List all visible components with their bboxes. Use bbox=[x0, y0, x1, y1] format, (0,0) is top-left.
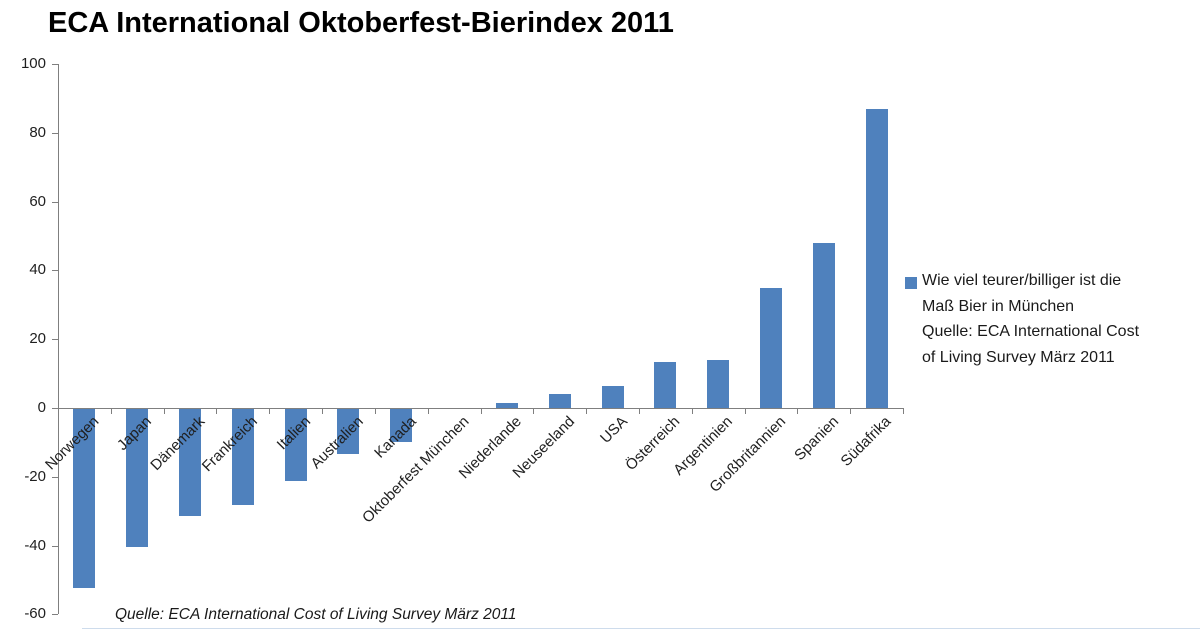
y-axis-label: -60 bbox=[24, 605, 46, 623]
bar bbox=[602, 386, 624, 408]
y-axis-label: 40 bbox=[29, 261, 46, 279]
x-axis-tick bbox=[111, 408, 112, 414]
category-label: USA bbox=[596, 413, 631, 447]
x-axis-tick bbox=[481, 408, 482, 414]
bar bbox=[390, 409, 412, 442]
y-axis-tick bbox=[52, 545, 58, 547]
bar bbox=[866, 109, 888, 408]
x-axis-tick bbox=[797, 408, 798, 414]
y-axis-tick bbox=[52, 64, 58, 65]
chart-title: ECA International Oktoberfest-Bierindex … bbox=[48, 7, 674, 39]
bar bbox=[337, 409, 359, 454]
bottom-divider bbox=[82, 628, 1200, 629]
legend-line: of Living Survey März 2011 bbox=[922, 348, 1115, 366]
y-axis-tick bbox=[52, 270, 58, 272]
x-axis-tick bbox=[692, 408, 693, 414]
x-axis-tick bbox=[586, 408, 587, 414]
x-axis-tick bbox=[903, 408, 904, 414]
y-axis-tick bbox=[52, 408, 58, 409]
bar bbox=[654, 362, 676, 408]
x-axis-tick bbox=[428, 408, 429, 414]
bar bbox=[179, 409, 201, 516]
bar bbox=[707, 360, 729, 408]
legend-line: Quelle: ECA International Cost bbox=[922, 323, 1140, 340]
y-axis-tick bbox=[52, 476, 58, 478]
y-axis-line bbox=[58, 64, 59, 615]
x-axis-tick bbox=[375, 408, 376, 414]
bar bbox=[813, 243, 835, 408]
x-axis-tick bbox=[639, 408, 640, 414]
x-axis-tick bbox=[322, 408, 323, 414]
bar bbox=[285, 409, 307, 481]
bar bbox=[496, 403, 518, 408]
y-axis-tick bbox=[52, 201, 58, 203]
y-axis-tick bbox=[52, 132, 58, 134]
y-axis-tick bbox=[52, 614, 58, 616]
source-note: Quelle: ECA International Cost of Living… bbox=[115, 606, 517, 623]
y-axis-label: 80 bbox=[29, 123, 46, 141]
legend-marker-icon bbox=[905, 277, 917, 289]
x-axis-tick bbox=[58, 408, 59, 414]
x-axis-tick bbox=[533, 408, 534, 414]
legend-line: Wie viel teurer/billiger ist die bbox=[922, 272, 1122, 289]
y-axis-label: 60 bbox=[29, 192, 46, 210]
legend-text: Wie viel teurer/billiger ist die Maß Bie… bbox=[922, 268, 1195, 370]
x-axis-tick bbox=[745, 408, 746, 414]
bar bbox=[126, 409, 148, 547]
x-axis-tick bbox=[164, 408, 165, 414]
x-axis-tick bbox=[850, 408, 851, 414]
legend: Wie viel teurer/billiger ist die Maß Bie… bbox=[905, 268, 1195, 370]
legend-line: Maß Bier in München bbox=[922, 297, 1075, 315]
y-axis-label: 0 bbox=[37, 399, 46, 416]
x-axis-tick bbox=[216, 408, 217, 414]
x-axis-line bbox=[58, 408, 903, 409]
y-axis-label: 20 bbox=[29, 330, 46, 348]
y-axis-label: -40 bbox=[24, 536, 46, 554]
y-axis-label: -20 bbox=[24, 467, 46, 485]
x-axis-tick bbox=[269, 408, 270, 414]
category-label: Spanien bbox=[790, 413, 842, 464]
bar bbox=[760, 288, 782, 408]
category-label: Südafrika bbox=[837, 413, 895, 470]
y-axis-tick bbox=[52, 339, 58, 341]
y-axis-label: 100 bbox=[20, 55, 46, 72]
bar bbox=[549, 394, 571, 408]
bar bbox=[232, 409, 254, 505]
bar bbox=[73, 409, 95, 588]
